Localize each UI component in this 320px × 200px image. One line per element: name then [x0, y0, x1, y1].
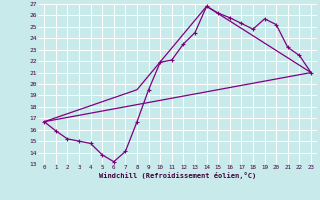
X-axis label: Windchill (Refroidissement éolien,°C): Windchill (Refroidissement éolien,°C)	[99, 172, 256, 179]
